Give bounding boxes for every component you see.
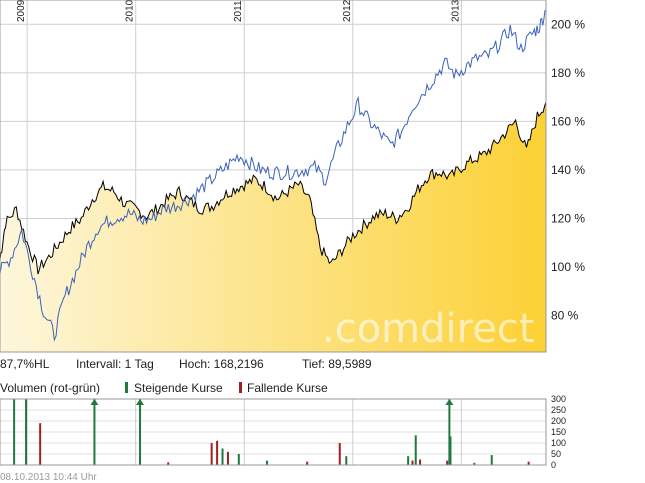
comdirect-watermark: .comdirect [322,306,535,352]
volume-bar [414,435,417,465]
volume-bar [25,399,28,465]
volume-bar [448,399,451,465]
volume-bar [306,461,309,465]
volume-tick-label: 150 [551,427,566,437]
info-interval: Intervall: 1 Tag [76,357,154,371]
volume-bar [237,454,240,465]
comparison-series-line [0,9,546,342]
volume-bar [345,456,348,465]
volume-legend-title: Volumen (rot-grün) [0,381,100,395]
volume-bar [139,399,142,465]
volume-bar [473,462,476,465]
falling-legend-label: Fallende Kurse [247,381,328,395]
x-tick-label: 2012 [342,0,353,22]
volume-bar [216,440,219,465]
volume-tick-label: 250 [551,405,566,415]
y-tick-label: 160 % [551,114,585,128]
rising-legend-swatch [125,382,128,393]
y-tick-label: 200 % [551,17,585,31]
volume-bar [338,443,341,465]
x-tick-label: 2010 [125,0,136,22]
y-tick-label: 120 % [551,211,585,225]
info-range: 87,7%HL [0,357,50,371]
volume-overflow-arrow [136,399,145,405]
main-chart-area [0,9,546,352]
volume-bar [490,455,493,465]
x-tick-label: 2009 [16,0,27,22]
volume-overflow-arrow [445,399,454,405]
volume-bar [446,460,449,465]
volume-bar [167,462,170,465]
volume-tick-label: 300 [551,394,566,404]
volume-tick-label: 50 [551,449,561,459]
volume-tick-label: 200 [551,416,566,426]
volume-bar [419,459,422,465]
volume-chart-grid [0,398,546,466]
rising-legend-label: Steigende Kurse [134,381,223,395]
volume-bar [411,460,414,465]
main-plot-border [0,0,547,353]
info-low: Tief: 89,5989 [302,357,372,371]
volume-tick-label: 100 [551,438,566,448]
volume-bar [93,399,96,465]
volume-bar [266,460,269,465]
volume-bar [39,423,42,465]
volume-bars [13,399,530,465]
y-tick-label: 80 % [551,309,579,323]
volume-bar [527,461,530,465]
y-tick-label: 180 % [551,66,585,80]
volume-bar [210,443,213,465]
volume-bar [13,399,16,465]
volume-bar [221,448,224,465]
price-series-line [0,101,546,275]
y-tick-label: 100 % [551,260,585,274]
falling-legend-swatch [239,382,242,393]
x-tick-label: 2013 [450,0,461,22]
info-high: Hoch: 168,2196 [179,357,264,371]
volume-bar [407,456,410,465]
price-area-fill [0,102,546,352]
volume-bar [449,436,452,465]
volume-tick-label: 0 [551,460,556,470]
y-tick-label: 140 % [551,163,585,177]
volume-plot-border [0,398,547,466]
volume-overflow-arrow [90,399,99,405]
timestamp-footer: 08.10.2013 10:44 Uhr [0,472,97,483]
y-axis-labels: 200 % 180 % 160 % 140 % 120 % 100 % 80 % [551,17,585,322]
volume-bar [226,451,229,465]
x-tick-label: 2011 [233,0,244,22]
x-axis-labels: 2009 2010 2011 2012 2013 [16,0,461,22]
